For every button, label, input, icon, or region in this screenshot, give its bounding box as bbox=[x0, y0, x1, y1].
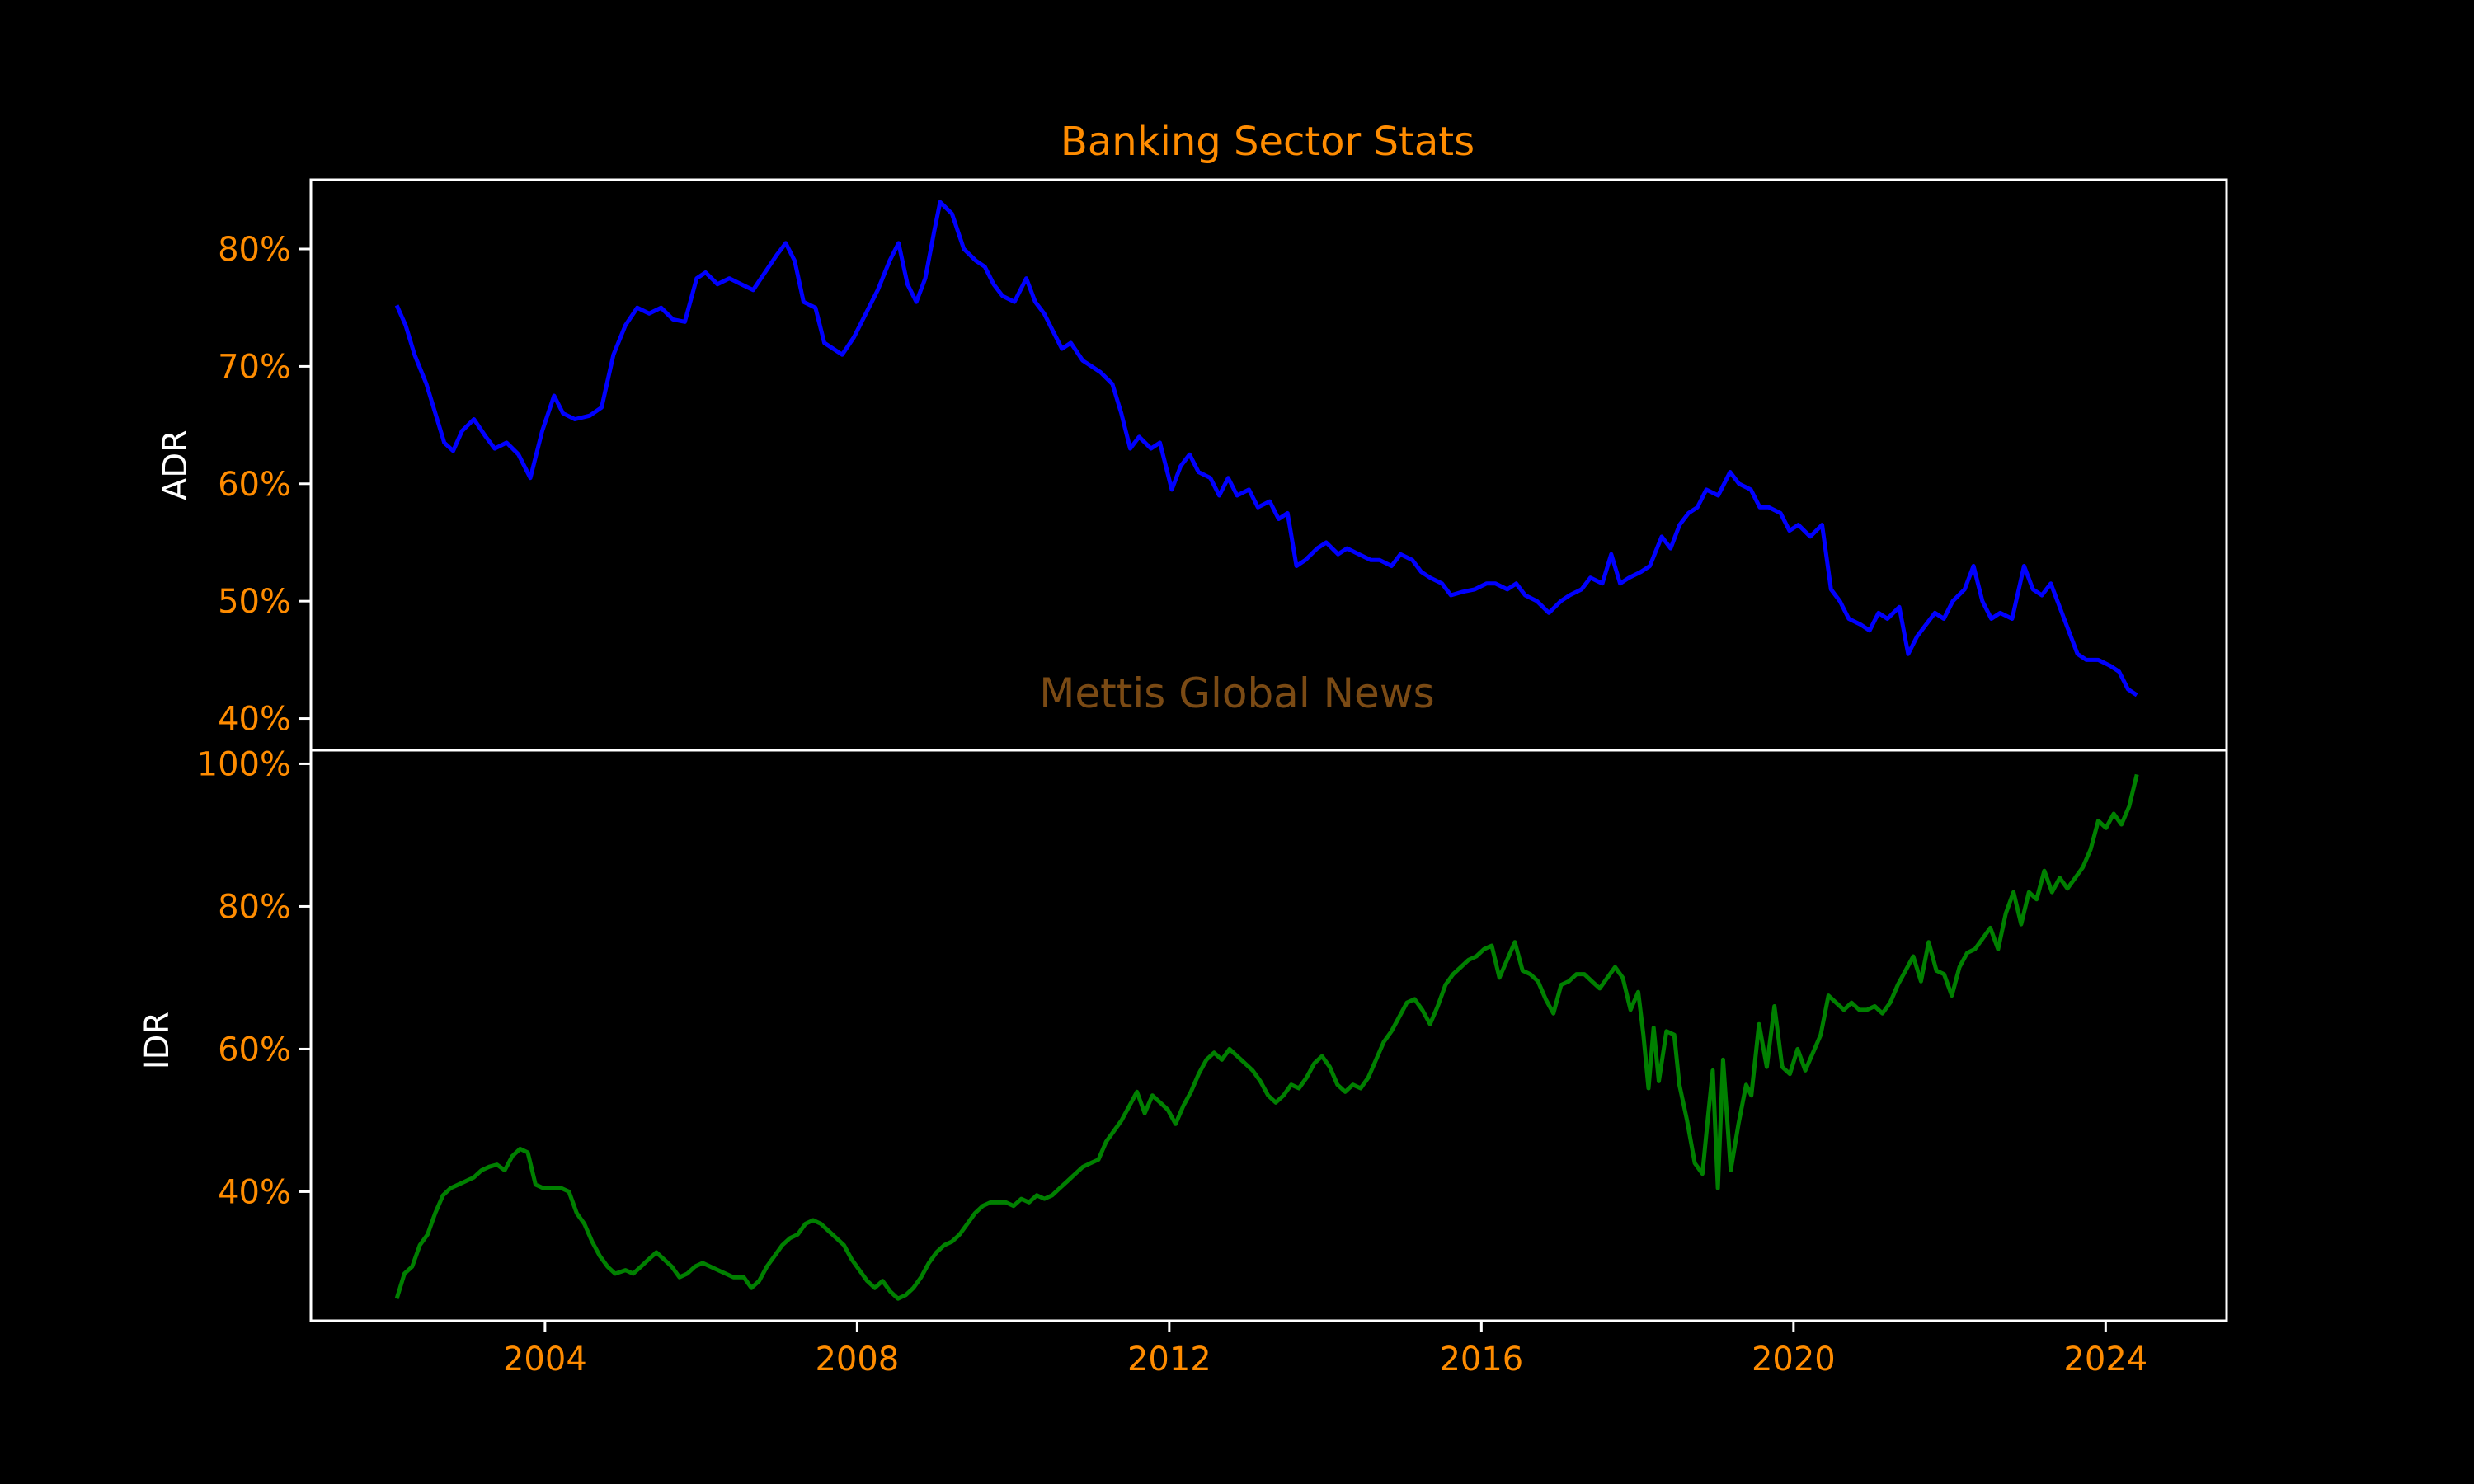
idr-axis-title: IDR bbox=[139, 1012, 176, 1069]
idr-y-tick-label: 40% bbox=[218, 1173, 291, 1211]
idr-y-tick-label: 100% bbox=[197, 745, 291, 783]
chart-title: Banking Sector Stats bbox=[1061, 119, 1475, 165]
adr-y-tick-label: 40% bbox=[218, 701, 291, 739]
adr-y-tick-label: 50% bbox=[218, 583, 291, 621]
idr-panel: 40% 60% 80% 100% IDR bbox=[139, 745, 2228, 1322]
adr-panel: 40% 50% 60% 70% 80% Mettis Global News ADR bbox=[157, 178, 2228, 752]
idr-y-tick-label: 80% bbox=[218, 888, 291, 926]
watermark: Mettis Global News bbox=[1039, 669, 1434, 717]
adr-y-tick-label: 80% bbox=[218, 231, 291, 269]
x-tick-label: 2004 bbox=[503, 1341, 587, 1378]
x-tick-label: 2008 bbox=[815, 1341, 899, 1378]
x-axis-ticks: 2004 2008 2012 2016 2020 2024 bbox=[503, 1321, 2147, 1378]
adr-y-tick-label: 70% bbox=[218, 348, 291, 386]
adr-y-tick-label: 60% bbox=[218, 466, 291, 504]
idr-plot-frame bbox=[309, 749, 2228, 1322]
x-tick-label: 2016 bbox=[1439, 1341, 1523, 1378]
x-tick-label: 2012 bbox=[1127, 1341, 1211, 1378]
x-tick-label: 2024 bbox=[2063, 1341, 2147, 1378]
x-tick-label: 2020 bbox=[1752, 1341, 1836, 1378]
adr-axis-title: ADR bbox=[157, 430, 195, 500]
idr-line bbox=[394, 773, 2139, 1301]
idr-y-ticks: 40% 60% 80% 100% bbox=[197, 745, 311, 1211]
adr-line bbox=[394, 200, 2138, 697]
idr-y-tick-label: 60% bbox=[218, 1031, 291, 1068]
adr-y-ticks: 40% 50% 60% 70% 80% bbox=[218, 231, 311, 739]
